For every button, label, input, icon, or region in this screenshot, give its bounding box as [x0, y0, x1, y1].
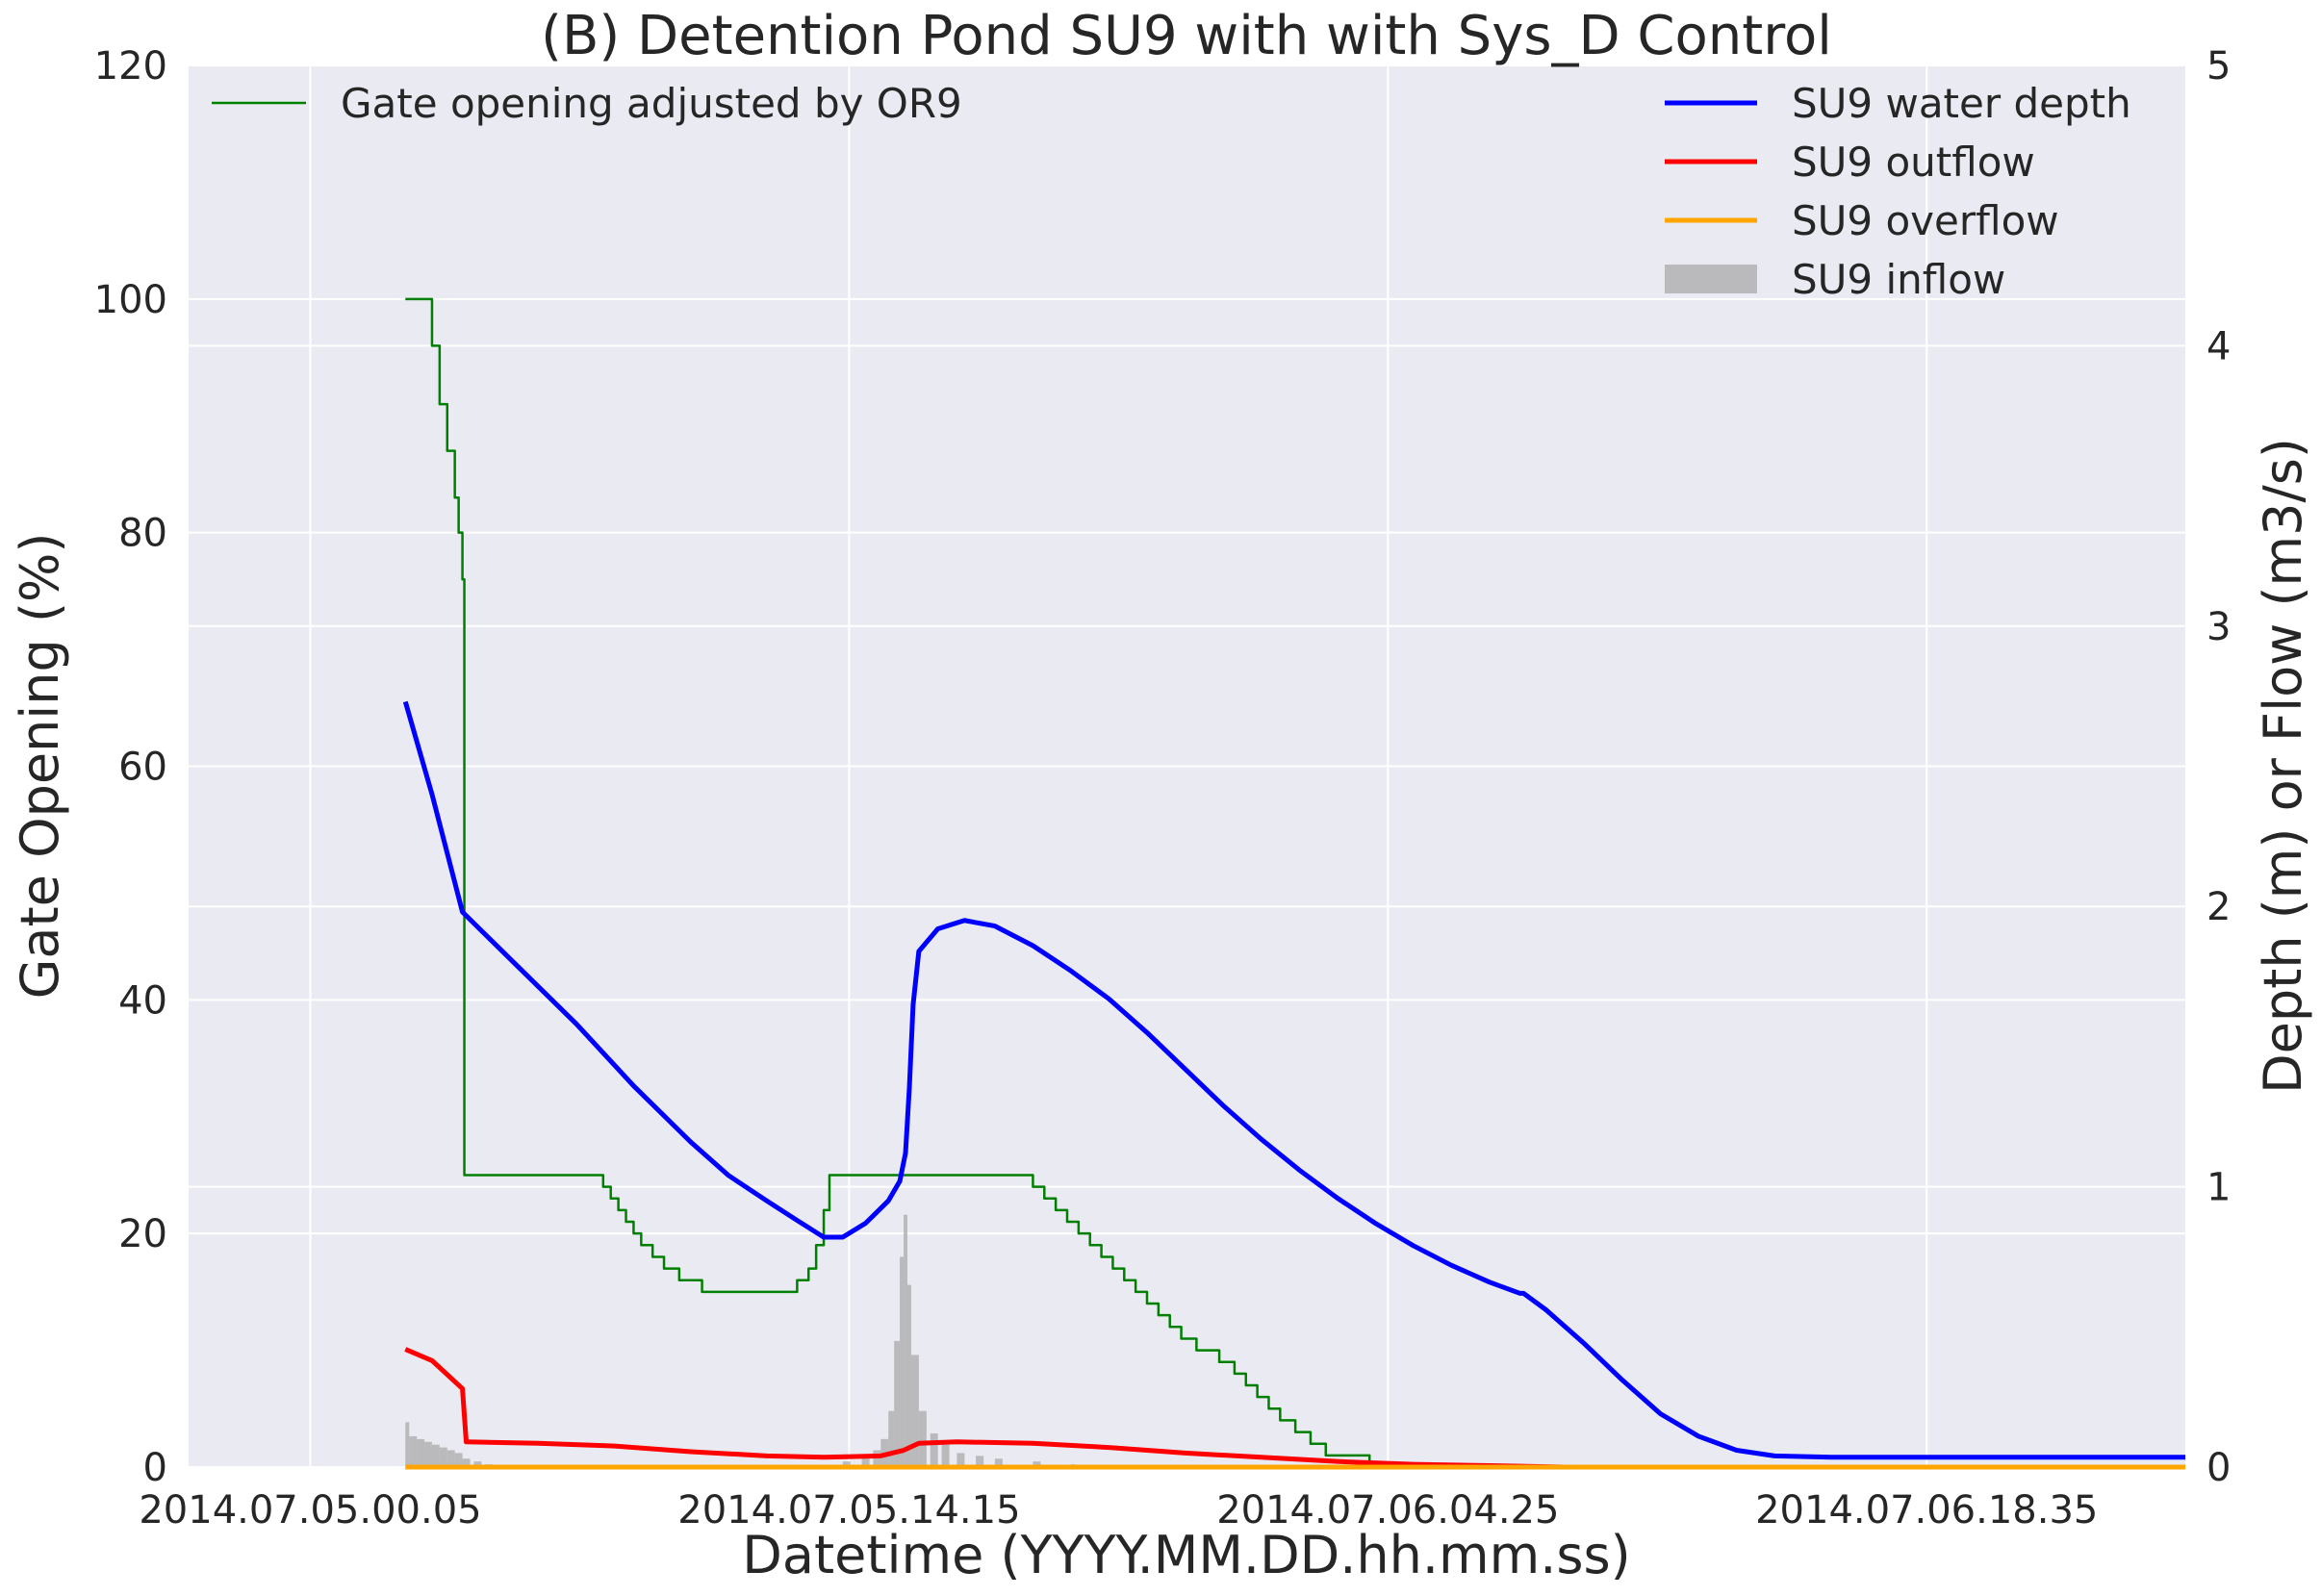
legend-left: Gate opening adjusted by OR9 — [212, 80, 962, 127]
inflow-bar — [976, 1456, 984, 1467]
inflow-bar — [462, 1458, 471, 1467]
y-left-tick-label: 0 — [143, 1446, 167, 1490]
inflow-bar — [910, 1355, 919, 1467]
legend-outflow-label: SU9 outflow — [1792, 139, 2035, 186]
tick-labels: 2014.07.05.00.05 2014.07.05.14.15 2014.07.… — [94, 44, 2232, 1533]
inflow-bar — [900, 1256, 905, 1467]
inflow-bar — [956, 1453, 965, 1467]
y-left-tick-label: 40 — [118, 978, 167, 1023]
chart-title: (B) Detention Pond SU9 with with Sys_D C… — [541, 5, 1832, 67]
x-axis-title: Datetime (YYYY.MM.DD.hh.mm.ss) — [742, 1525, 1630, 1585]
x-tick-label: 2014.07.06.04.25 — [1216, 1488, 1559, 1533]
y-left-tick-label: 100 — [94, 278, 167, 322]
y-left-tick-label: 80 — [118, 512, 167, 556]
legend-depth-label: SU9 water depth — [1792, 80, 2131, 127]
y-right-tick-label: 0 — [2206, 1446, 2231, 1490]
gate-opening-adjusted-by-or9-line — [405, 297, 2185, 1469]
series-lines — [402, 297, 2185, 1470]
inflow-bar — [409, 1435, 418, 1467]
inflow-bar — [941, 1444, 950, 1467]
inflow-bar — [842, 1461, 851, 1467]
y-right-tick-label: 5 — [2206, 44, 2231, 89]
inflow-bar — [918, 1410, 927, 1467]
inflow-bar — [861, 1456, 870, 1467]
x-tick-label: 2014.07.05.00.05 — [139, 1488, 481, 1533]
y-axis-right-title: Depth (m) or Flow (m3/s) — [2253, 438, 2313, 1094]
legend-right: SU9 water depth SU9 outflow SU9 overflow… — [1665, 80, 2131, 303]
inflow-bar — [907, 1284, 911, 1467]
inflow-bar — [994, 1458, 1003, 1467]
y-left-tick-label: 120 — [94, 44, 167, 89]
legend-inflow-swatch — [1665, 265, 1757, 293]
inflow-bar — [1033, 1461, 1041, 1467]
y-right-tick-label: 3 — [2206, 605, 2231, 649]
inflow-bar — [405, 1422, 410, 1467]
grid-lines — [189, 64, 2185, 1468]
inflow-bar — [888, 1410, 895, 1467]
legend-gate-label: Gate opening adjusted by OR9 — [341, 80, 962, 127]
legend-overflow-label: SU9 overflow — [1792, 197, 2059, 244]
x-tick-label: 2014.07.05.14.15 — [677, 1488, 1020, 1533]
y-right-tick-label: 1 — [2206, 1166, 2231, 1210]
y-right-tick-label: 4 — [2206, 324, 2231, 368]
inflow-bars — [405, 1214, 1075, 1467]
su9-outflow-line — [404, 1347, 2185, 1470]
inflow-bar — [439, 1447, 447, 1467]
inflow-bar — [424, 1441, 432, 1467]
y-right-tick-label: 2 — [2206, 885, 2231, 929]
inflow-bar — [417, 1438, 425, 1467]
x-tick-label: 2014.07.06.18.35 — [1755, 1488, 2098, 1533]
inflow-bar — [894, 1340, 901, 1467]
inflow-bar — [431, 1444, 440, 1467]
y-left-tick-label: 20 — [118, 1212, 167, 1256]
y-axis-left-title: Gate Opening (%) — [10, 533, 70, 1000]
inflow-bar — [873, 1450, 881, 1467]
inflow-bar — [904, 1214, 907, 1467]
legend-inflow-label: SU9 inflow — [1792, 256, 2005, 303]
y-left-tick-label: 60 — [118, 746, 167, 790]
inflow-bar — [930, 1433, 938, 1467]
inflow-bar — [446, 1450, 455, 1467]
su9-water-depth-line — [402, 700, 2185, 1460]
inflow-bar — [473, 1461, 482, 1467]
inflow-bar — [454, 1453, 463, 1467]
